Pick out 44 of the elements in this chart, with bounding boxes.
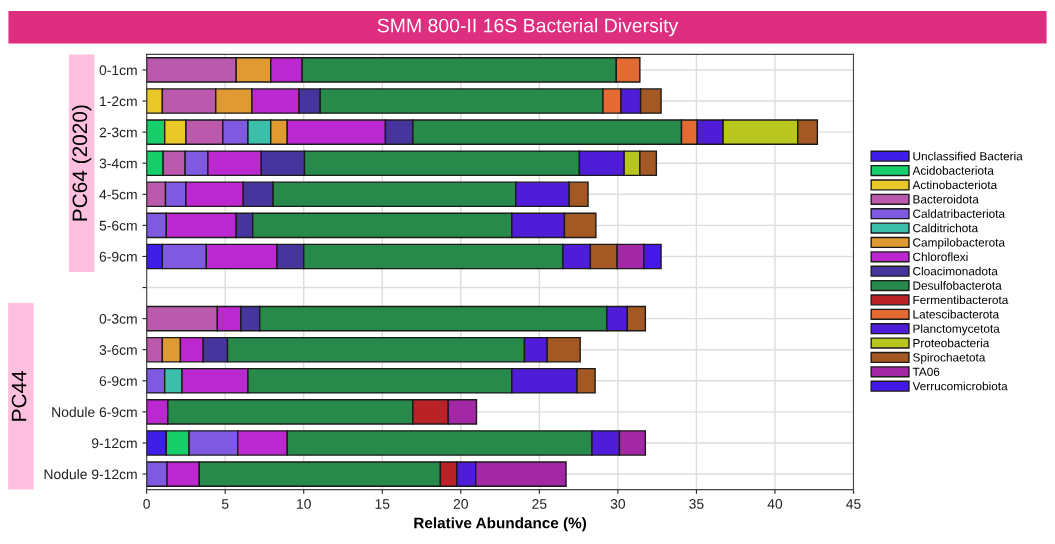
legend-label: Calditrichota xyxy=(913,223,979,233)
chart-title: SMM 800-II 16S Bacterial Diversity xyxy=(377,18,679,37)
y-tick-label: 6-9cm xyxy=(99,251,137,262)
legend-label: Verrucomicrobiota xyxy=(912,381,1008,391)
text: PC64 (2020) xyxy=(71,105,92,221)
legend-label: Desulfobacterota xyxy=(913,281,1002,290)
y-tick-label: 9-12cm xyxy=(91,438,137,449)
x-tick-label: 35 xyxy=(689,498,704,509)
legend-label: Chloroflexi xyxy=(913,252,968,261)
y-tick-label: 1-2cm xyxy=(100,96,137,107)
x-tick-label: 30 xyxy=(610,498,626,509)
x-tick-label: 20 xyxy=(453,498,468,509)
y-tick-label: Nodule 6-9cm xyxy=(52,406,137,418)
legend-label: Planctomycetota xyxy=(913,324,1000,336)
legend-label: Campilobacterota xyxy=(913,237,1006,249)
x-tick-label: 25 xyxy=(532,498,547,509)
y-tick-label: 0-1cm xyxy=(99,65,137,76)
y-tick-label: Nodule 9-12cm xyxy=(44,469,137,480)
legend-label: Bacteroidota xyxy=(913,194,979,204)
y-tick-label: 5-6cm xyxy=(99,220,137,231)
y-tick-label: 4-5cm xyxy=(99,189,137,200)
legend-label: Latescibacterota xyxy=(913,309,1000,319)
legend-label: TA06 xyxy=(912,367,940,376)
x-tick-label: 0 xyxy=(143,498,150,509)
y-tick-label: 0-3cm xyxy=(99,313,137,324)
y-tick-label: 3-6cm xyxy=(99,345,137,355)
x-tick-label: 15 xyxy=(375,499,390,509)
legend-label: Acidobacteriota xyxy=(912,166,994,175)
y-tick-label: 6-9cm xyxy=(99,376,137,386)
y-tick-label: 2-3cm xyxy=(99,127,137,138)
text: PC44 xyxy=(11,370,27,421)
legend-label: Proteobacteria xyxy=(913,338,990,348)
legend-label: Unclassified Bacteria xyxy=(913,151,1023,161)
x-tick-label: 10 xyxy=(297,498,311,509)
legend-label: Spirochaetota xyxy=(913,352,986,364)
x-tick-label: 5 xyxy=(221,499,229,509)
legend-label: Caldatribacteriota xyxy=(913,209,1006,218)
x-tick-label: 45 xyxy=(846,499,861,509)
legend-label: Actinobacteriota xyxy=(912,180,998,190)
legend-label: Cloacimonadota xyxy=(913,266,998,276)
legend-label: Fermentibacterota xyxy=(913,295,1009,305)
y-tick-label: 3-4cm xyxy=(99,158,137,169)
x-tick-label: 40 xyxy=(767,498,783,509)
x-axis-title: Relative Abundance (%) xyxy=(414,517,587,532)
